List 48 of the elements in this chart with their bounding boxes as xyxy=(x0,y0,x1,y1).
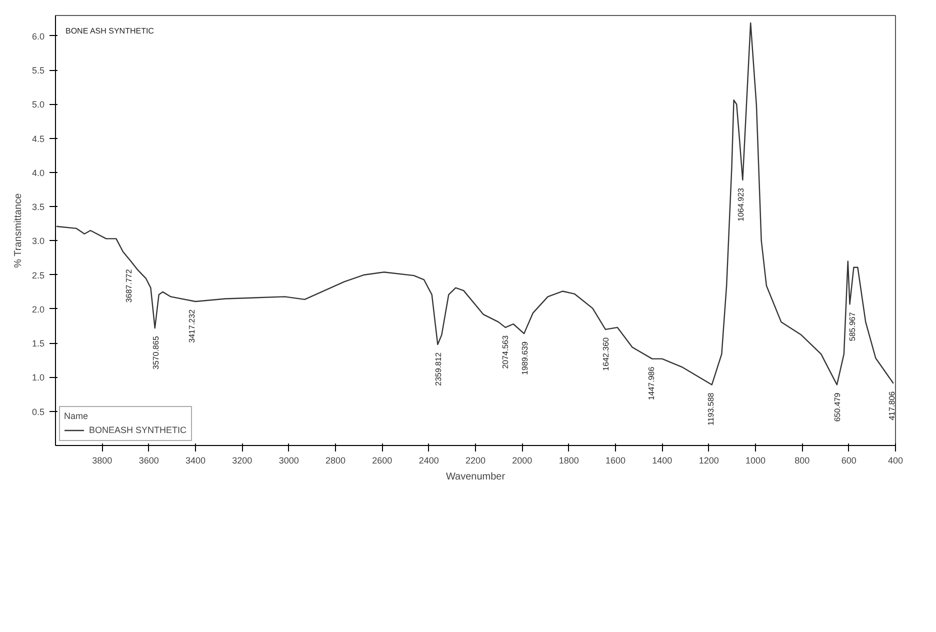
legend-title: Name xyxy=(64,411,90,421)
annotation: 1193.588 xyxy=(706,392,716,426)
x-tick-label: 2800 xyxy=(325,456,346,466)
y-axis-title: % Transmittance xyxy=(12,192,24,268)
x-axis-title: Wavenumber xyxy=(446,472,506,482)
y-tick-label: 5.0 xyxy=(32,100,45,110)
y-tick-label: 3.0 xyxy=(32,236,45,246)
annotation: 650.479 xyxy=(833,392,842,422)
y-tick-label: 6.0 xyxy=(32,31,45,42)
x-tick-label: 2200 xyxy=(465,456,486,466)
annotation: 1064.923 xyxy=(736,187,746,222)
annotation: 3417.232 xyxy=(187,308,196,343)
x-tick-label: 3600 xyxy=(138,456,159,466)
y-tick-label: 0.5 xyxy=(32,406,45,417)
annotation: 417.806 xyxy=(887,390,896,420)
x-tick-label: 3800 xyxy=(92,456,112,466)
annotation: 2359.812 xyxy=(434,352,444,386)
x-tick-label: 2400 xyxy=(418,456,439,466)
y-tick-label: 3.5 xyxy=(32,202,45,212)
x-tick-label: 600 xyxy=(841,456,856,466)
legend-label: BONEASH SYNTHETIC xyxy=(89,424,187,436)
x-tick-label: 1000 xyxy=(745,456,766,466)
annotation: 1989.639 xyxy=(520,341,530,375)
x-tick-label: 1400 xyxy=(652,456,672,466)
x-tick-label: 3000 xyxy=(278,456,299,466)
annotation: 2074.563 xyxy=(500,334,510,369)
y-tick-label: 4.0 xyxy=(32,168,45,178)
x-tick-label: 3400 xyxy=(185,456,206,466)
x-tick-label: 800 xyxy=(794,456,810,466)
annotation: 1642.360 xyxy=(602,336,611,371)
annotation: 3687.772 xyxy=(124,268,134,303)
x-tick-label: 1200 xyxy=(698,456,719,466)
x-tick-label: 400 xyxy=(888,456,904,466)
y-tick-label: 1.5 xyxy=(32,338,45,349)
annotation: 3570.865 xyxy=(152,336,161,370)
y-tick-label: 2.5 xyxy=(32,270,45,280)
x-tick-label: 2000 xyxy=(512,456,532,466)
y-tick-label: 2.0 xyxy=(32,304,45,314)
y-tick-label: 5.5 xyxy=(32,66,45,76)
x-tick-label: 1800 xyxy=(558,456,579,466)
annotation: 585.967 xyxy=(848,312,858,342)
annotation: BONE ASH SYNTHETIC xyxy=(66,26,154,36)
x-tick-label: 2600 xyxy=(372,456,392,466)
annotation: 1447.986 xyxy=(646,366,656,400)
y-tick-label: 1.0 xyxy=(32,372,45,383)
x-tick-label: 3200 xyxy=(232,456,252,466)
y-tick-label: 4.5 xyxy=(32,134,45,144)
x-tick-label: 1600 xyxy=(605,456,626,466)
